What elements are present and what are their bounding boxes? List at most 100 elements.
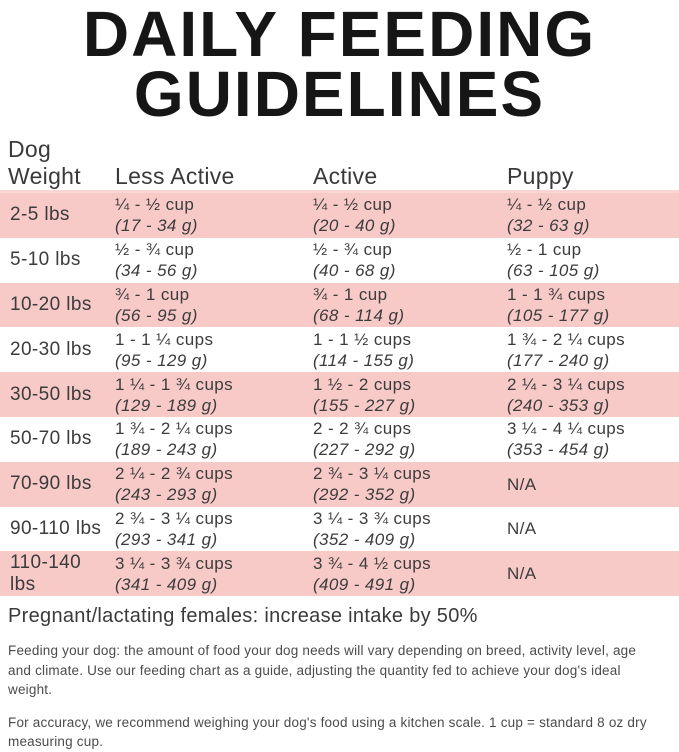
puppy-cell: N/A: [499, 507, 679, 552]
puppy-cell: 2 ¼ - 3 ¼ cups (240 - 353 g): [499, 372, 679, 417]
active-cell: 1 - 1 ½ cups (114 - 155 g): [305, 327, 499, 372]
weight-cell: 70-90 lbs: [10, 473, 92, 495]
grams-amount: (353 - 454 g): [507, 440, 610, 460]
cups-amount: ¼ - ½ cup: [115, 195, 195, 215]
table-row: 5-10 lbs ½ - ¾ cup (34 - 56 g) ½ - ¾ cup (40…: [0, 237, 679, 283]
table-row: 70-90 lbs 2 ¼ - 2 ¾ cups (243 - 293 g) 2 ¾ …: [0, 461, 679, 507]
grams-amount: (189 - 243 g): [115, 440, 218, 460]
puppy-cell: 1 - 1 ¾ cups (105 - 177 g): [499, 283, 679, 328]
puppy-cell: N/A: [499, 551, 679, 596]
cups-amount: ¾ - 1 cup: [313, 284, 388, 304]
active-cell: ¾ - 1 cup (68 - 114 g): [305, 283, 499, 328]
cups-amount: 1 - 1 ¾ cups: [507, 284, 606, 304]
table-row: 110-140 lbs 3 ¼ - 3 ¾ cups (341 - 409 g) 3 …: [0, 551, 679, 597]
less-active-cell: 1 - 1 ¼ cups (95 - 129 g): [107, 327, 305, 372]
active-cell: ¼ - ½ cup (20 - 40 g): [305, 193, 499, 238]
grams-amount: (240 - 353 g): [507, 395, 610, 415]
active-cell: 1 ½ - 2 cups (155 - 227 g): [305, 372, 499, 417]
table-header-row: Dog Weight Less Active Active Puppy: [0, 132, 679, 190]
less-active-cell: 1 ¾ - 2 ¼ cups (189 - 243 g): [107, 417, 305, 462]
feeding-table: 2-5 lbs ¼ - ½ cup (17 - 34 g) ¼ - ½ cup (20 …: [0, 193, 679, 597]
grams-amount: (129 - 189 g): [115, 395, 218, 415]
cups-amount: 2 - 2 ¾ cups: [313, 419, 412, 439]
weight-cell: 2-5 lbs: [10, 204, 70, 226]
table-row: 50-70 lbs 1 ¾ - 2 ¼ cups (189 - 243 g) 2 - …: [0, 416, 679, 462]
cups-amount: 1 ¼ - 1 ¾ cups: [115, 374, 234, 394]
grams-amount: (227 - 292 g): [313, 440, 416, 460]
grams-amount: (105 - 177 g): [507, 305, 610, 325]
cups-amount: N/A: [507, 474, 537, 494]
cups-amount: 1 ½ - 2 cups: [313, 374, 412, 394]
active-cell: 3 ¾ - 4 ½ cups (409 - 491 g): [305, 551, 499, 596]
grams-amount: (341 - 409 g): [115, 574, 218, 594]
grams-amount: (40 - 68 g): [313, 261, 396, 281]
weight-cell: 30-50 lbs: [10, 383, 92, 405]
puppy-cell: 3 ¼ - 4 ¼ cups (353 - 454 g): [499, 417, 679, 462]
active-cell: 2 - 2 ¾ cups (227 - 292 g): [305, 417, 499, 462]
weight-cell: 10-20 lbs: [10, 293, 92, 315]
cups-amount: ½ - 1 cup: [507, 240, 582, 260]
cups-amount: 2 ¼ - 3 ¼ cups: [507, 374, 626, 394]
grams-amount: (95 - 129 g): [115, 350, 208, 370]
grams-amount: (352 - 409 g): [313, 529, 416, 549]
grams-amount: (293 - 341 g): [115, 529, 218, 549]
weight-cell: 20-30 lbs: [10, 338, 92, 360]
less-active-cell: 2 ¾ - 3 ¼ cups (293 - 341 g): [107, 507, 305, 552]
cups-amount: 2 ¾ - 3 ¼ cups: [313, 464, 432, 484]
page-title: DAILY FEEDING GUIDELINES: [82, 0, 597, 130]
cups-amount: 3 ¾ - 4 ½ cups: [313, 553, 432, 573]
weight-cell: 110-140 lbs: [10, 551, 82, 595]
grams-amount: (20 - 40 g): [313, 216, 396, 236]
cups-amount: ¼ - ½ cup: [313, 195, 393, 215]
puppy-cell: N/A: [499, 462, 679, 507]
header-divider-line: [0, 190, 679, 193]
pregnant-note: Pregnant/lactating females: increase int…: [8, 605, 478, 628]
cups-amount: 3 ¼ - 3 ¾ cups: [313, 508, 432, 528]
grams-amount: (114 - 155 g): [313, 350, 415, 370]
cups-amount: 2 ¾ - 3 ¼ cups: [115, 508, 234, 528]
cups-amount: 1 - 1 ½ cups: [313, 329, 412, 349]
active-cell: 3 ¼ - 3 ¾ cups (352 - 409 g): [305, 507, 499, 552]
weight-cell: 90-110 lbs: [10, 517, 102, 539]
grams-amount: (17 - 34 g): [115, 216, 198, 236]
less-active-cell: ¼ - ½ cup (17 - 34 g): [107, 193, 305, 238]
weight-cell: 50-70 lbs: [10, 428, 92, 450]
less-active-cell: ¾ - 1 cup (56 - 95 g): [107, 283, 305, 328]
cups-amount: N/A: [507, 564, 537, 584]
cups-amount: 1 ¾ - 2 ¼ cups: [507, 329, 626, 349]
active-cell: ½ - ¾ cup (40 - 68 g): [305, 238, 499, 283]
grams-amount: (32 - 63 g): [507, 216, 590, 236]
grams-amount: (243 - 293 g): [115, 485, 218, 505]
table-row: 90-110 lbs 2 ¾ - 3 ¼ cups (293 - 341 g) 3 ¼…: [0, 506, 679, 552]
grams-amount: (409 - 491 g): [313, 574, 416, 594]
less-active-cell: 3 ¼ - 3 ¾ cups (341 - 409 g): [107, 551, 305, 596]
grams-amount: (292 - 352 g): [313, 485, 416, 505]
cups-amount: ¼ - ½ cup: [507, 195, 587, 215]
cups-amount: 3 ¼ - 4 ¼ cups: [507, 419, 626, 439]
puppy-cell: ½ - 1 cup (63 - 105 g): [499, 238, 679, 283]
table-row: 20-30 lbs 1 - 1 ¼ cups (95 - 129 g) 1 - 1 ½…: [0, 327, 679, 373]
grams-amount: (34 - 56 g): [115, 261, 198, 281]
weight-cell: 5-10 lbs: [10, 249, 81, 271]
cups-amount: ½ - ¾ cup: [115, 240, 195, 260]
puppy-cell: ¼ - ½ cup (32 - 63 g): [499, 193, 679, 238]
column-header-active: Active: [313, 163, 378, 189]
column-header-less-active: Less Active: [115, 163, 235, 189]
column-header-dog-weight: Dog Weight: [8, 136, 81, 189]
grams-amount: (63 - 105 g): [507, 261, 600, 281]
grams-amount: (68 - 114 g): [313, 305, 405, 325]
grams-amount: (155 - 227 g): [313, 395, 416, 415]
feeding-note: Feeding your dog: the amount of food you…: [8, 643, 637, 698]
active-cell: 2 ¾ - 3 ¼ cups (292 - 352 g): [305, 462, 499, 507]
column-header-puppy: Puppy: [507, 163, 574, 189]
table-row: 10-20 lbs ¾ - 1 cup (56 - 95 g) ¾ - 1 cup (6…: [0, 282, 679, 328]
cups-amount: 2 ¼ - 2 ¾ cups: [115, 464, 234, 484]
cups-amount: 1 - 1 ¼ cups: [115, 329, 214, 349]
grams-amount: (177 - 240 g): [507, 350, 610, 370]
cups-amount: 3 ¼ - 3 ¾ cups: [115, 553, 234, 573]
cups-amount: ½ - ¾ cup: [313, 240, 393, 260]
less-active-cell: 2 ¼ - 2 ¾ cups (243 - 293 g): [107, 462, 305, 507]
less-active-cell: 1 ¼ - 1 ¾ cups (129 - 189 g): [107, 372, 305, 417]
cups-amount: ¾ - 1 cup: [115, 284, 190, 304]
